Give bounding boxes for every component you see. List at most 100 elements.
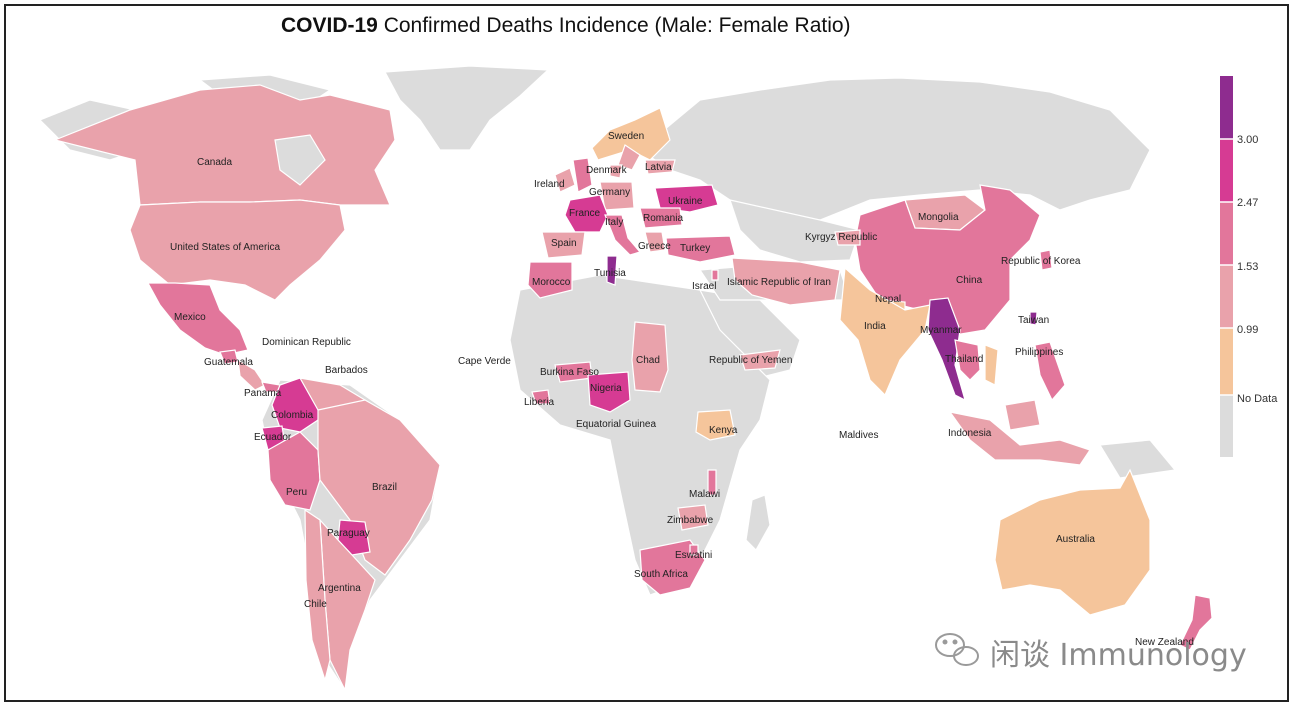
country-liberia[interactable] [531, 389, 551, 405]
country-iran[interactable] [731, 257, 841, 306]
country-italy[interactable] [604, 214, 642, 256]
label-philippines: Philippines [1015, 347, 1063, 358]
greenland [384, 65, 550, 151]
label-china: China [956, 275, 983, 286]
country-denmark[interactable] [609, 164, 623, 179]
central-asia [729, 199, 861, 263]
label-barbados: Barbados [325, 365, 368, 376]
country-france[interactable] [564, 194, 609, 233]
country-thailand[interactable] [954, 339, 981, 381]
country-malawi[interactable] [707, 469, 717, 496]
label-chad: Chad [636, 355, 660, 366]
country-chad[interactable] [631, 321, 669, 393]
legend-swatch-c3 [1220, 202, 1233, 265]
country-usa[interactable] [129, 199, 346, 301]
country-latvia[interactable] [644, 159, 676, 175]
papua [1098, 439, 1177, 479]
country-philippines[interactable] [1034, 341, 1066, 402]
label-germany: Germany [589, 187, 630, 198]
label-denmark: Denmark [586, 165, 628, 176]
label-myanmar: Myanmar [920, 325, 962, 336]
label-usa: United States of America [170, 242, 280, 253]
label-malawi: Malawi [689, 489, 720, 500]
label-argentina: Argentina [318, 583, 361, 594]
country-yemen[interactable] [739, 349, 781, 371]
country-eswatini[interactable] [689, 544, 699, 556]
label-eswatini: Eswatini [675, 550, 712, 561]
legend-swatch-nodata [1220, 395, 1233, 457]
country-indonesia[interactable] [948, 411, 1091, 466]
label-eqguinea: Equatorial Guinea [576, 419, 656, 430]
legend-tick-300: 3.00 [1237, 134, 1258, 146]
label-india: India [864, 321, 886, 332]
hudson-bay [274, 134, 326, 186]
country-mexico[interactable] [146, 282, 249, 356]
label-guatemala: Guatemala [204, 357, 253, 368]
country-newzealand[interactable] [1179, 594, 1213, 651]
country-spain[interactable] [541, 231, 586, 259]
country-taiwan[interactable] [1029, 311, 1038, 326]
country-korea[interactable] [1039, 249, 1053, 271]
label-panama: Panama [244, 388, 282, 399]
country-ireland[interactable] [554, 167, 576, 193]
label-kyrgyz: Kyrgyz Republic [805, 232, 877, 243]
legend-tick-247: 2.47 [1237, 197, 1258, 209]
label-mongolia: Mongolia [918, 212, 959, 223]
country-kyrgyz[interactable] [834, 229, 861, 246]
label-ecuador: Ecuador [254, 432, 292, 443]
label-southafrica: South Africa [634, 569, 688, 580]
country-brazil[interactable] [317, 399, 441, 576]
label-israel: Israel [692, 281, 716, 292]
label-kenya: Kenya [709, 425, 738, 436]
country-kenya[interactable] [695, 409, 736, 441]
legend-swatch-c4 [1220, 139, 1233, 202]
country-vietnam [984, 344, 999, 386]
label-thailand: Thailand [945, 354, 983, 365]
watermark-text: 闲谈 Immunology [990, 638, 1247, 673]
country-australia[interactable] [994, 468, 1151, 616]
label-spain: Spain [551, 238, 577, 249]
label-iran: Islamic Republic of Iran [727, 277, 831, 288]
country-southafrica[interactable] [639, 539, 706, 596]
country-romania[interactable] [639, 207, 683, 229]
label-taiwan: Taiwan [1018, 315, 1049, 326]
country-norway-finland [617, 144, 641, 171]
country-chile[interactable] [304, 508, 331, 683]
label-australia: Australia [1056, 534, 1095, 545]
country-paraguay[interactable] [337, 519, 371, 556]
legend-tick-153: 1.53 [1237, 261, 1258, 273]
country-tunisia[interactable] [606, 255, 618, 286]
legend-swatch-c2 [1220, 265, 1233, 328]
label-latvia: Latvia [645, 162, 672, 173]
label-sweden: Sweden [608, 131, 644, 142]
country-myanmar[interactable] [927, 297, 966, 402]
label-colombia: Colombia [271, 410, 314, 421]
country-nigeria[interactable] [587, 371, 631, 413]
label-indonesia: Indonesia [948, 428, 992, 439]
label-liberia: Liberia [524, 397, 554, 408]
label-paraguay: Paraguay [327, 528, 370, 539]
legend-tick-nodata: No Data [1237, 393, 1278, 405]
madagascar [745, 494, 771, 551]
label-canada: Canada [197, 157, 232, 168]
label-italy: Italy [605, 217, 623, 228]
country-germany[interactable] [599, 181, 635, 211]
country-israel[interactable] [711, 269, 719, 281]
label-korea: Republic of Korea [1001, 256, 1081, 267]
label-peru: Peru [286, 487, 307, 498]
label-zimbabwe: Zimbabwe [667, 515, 714, 526]
country-ukraine[interactable] [654, 184, 719, 213]
country-greece[interactable] [644, 231, 666, 253]
label-yemen: Republic of Yemen [709, 355, 792, 366]
label-brazil: Brazil [372, 482, 397, 493]
country-zimbabwe[interactable] [677, 504, 709, 531]
map-title: COVID-19 Confirmed Deaths Incidence (Mal… [281, 14, 851, 38]
legend-swatch-c5 [1220, 76, 1233, 139]
country-peru[interactable] [267, 431, 321, 511]
country-morocco[interactable] [527, 261, 573, 299]
label-turkey: Turkey [680, 243, 710, 254]
label-france: France [569, 208, 601, 219]
country-turkey[interactable] [665, 235, 736, 263]
country-india[interactable] [839, 266, 931, 397]
